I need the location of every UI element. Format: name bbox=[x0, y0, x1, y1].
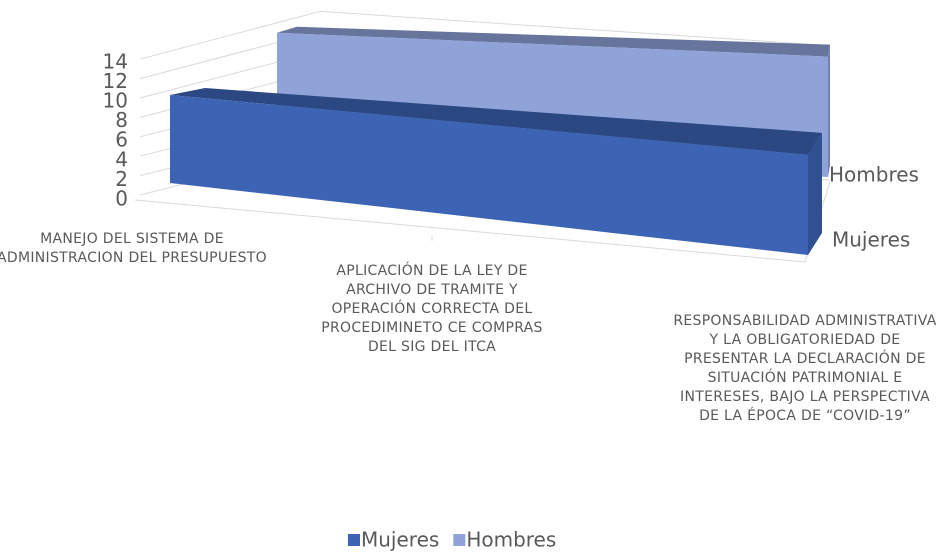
x-tick-label: APLICACIÓN DE LA LEY DE ARCHIVO DE TRAMI… bbox=[321, 263, 543, 355]
y-tick-label: 12 bbox=[103, 69, 128, 93]
x-tick-label: MANEJO DEL SISTEMA DE ADMINISTRACION DEL… bbox=[0, 231, 267, 266]
legend-swatch bbox=[348, 534, 360, 546]
grid-line bbox=[139, 10, 831, 60]
depth-label: Mujeres bbox=[832, 228, 910, 252]
y-tick-label: 6 bbox=[115, 128, 128, 152]
y-tick-label: 2 bbox=[115, 167, 128, 191]
area-top bbox=[277, 26, 830, 57]
legend-label: Mujeres bbox=[361, 528, 439, 552]
depth-label: Hombres bbox=[829, 163, 919, 187]
y-tick-label: 8 bbox=[115, 108, 128, 132]
y-tick-label: 0 bbox=[115, 187, 128, 211]
x-tick-label: RESPONSABILIDAD ADMINISTRATIVA Y LA OBLI… bbox=[673, 313, 937, 424]
area-top bbox=[170, 88, 822, 155]
y-tick-label: 10 bbox=[103, 89, 128, 113]
area-side bbox=[808, 132, 822, 255]
area-side bbox=[828, 44, 830, 177]
axis-line bbox=[134, 199, 806, 263]
y-tick-label: 14 bbox=[103, 49, 128, 73]
legend-swatch bbox=[453, 534, 466, 546]
area bbox=[170, 95, 808, 255]
y-tick-label: 4 bbox=[115, 147, 128, 171]
legend-label: Hombres bbox=[466, 528, 556, 552]
